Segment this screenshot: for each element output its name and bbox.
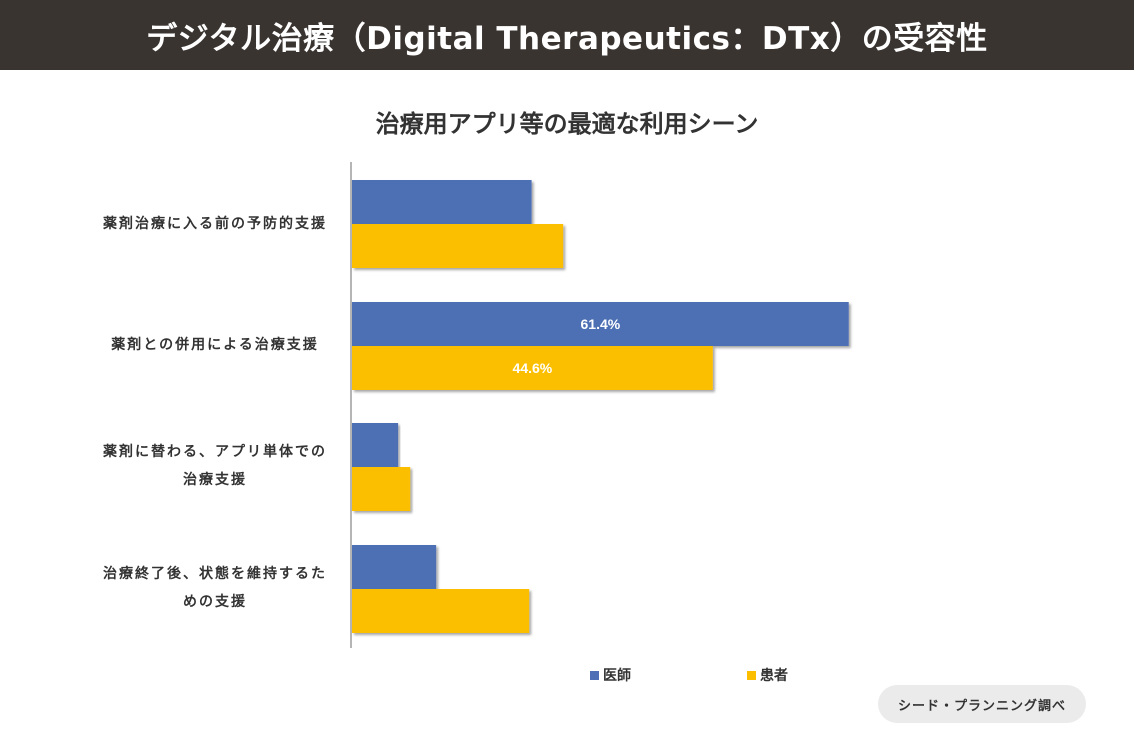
legend-item-doctor: 医師: [590, 665, 631, 685]
legend-swatch-patient: [747, 670, 756, 680]
bar-patient-1: [352, 346, 713, 390]
legend-label-doctor: 医師: [603, 668, 631, 684]
category-label-line: 薬剤治療に入る前の予防的支援: [103, 216, 327, 232]
source-badge: シード・プランニング調べ: [878, 685, 1086, 723]
bar-patient-3: [352, 589, 530, 633]
category-label-line: 治療支援: [183, 472, 247, 488]
legend-label-patient: 患者: [760, 668, 788, 684]
category-label-3: 治療終了後、状態を維持するた めの支援: [65, 560, 365, 616]
legend-swatch-doctor: [590, 670, 599, 680]
bar-patient-0: [352, 224, 564, 268]
category-label-0: 薬剤治療に入る前の予防的支援: [65, 210, 365, 238]
legend-item-patient: 患者: [747, 665, 788, 685]
bar-doctor-3: [352, 545, 437, 589]
category-label-line: 薬剤に替わる、アプリ単体での: [103, 444, 327, 460]
category-label-line: 薬剤との併用による治療支援: [111, 337, 319, 353]
bar-doctor-0: [352, 180, 532, 224]
page-header: デジタル治療（Digital Therapeutics：DTx）の受容性: [0, 0, 1134, 70]
category-label-2: 薬剤に替わる、アプリ単体での 治療支援: [65, 438, 365, 494]
data-label-patient-1: 44.6%: [513, 360, 553, 376]
chart-title: 治療用アプリ等の最適な利用シーン: [375, 110, 759, 138]
bar-doctor-1: [352, 302, 849, 346]
page-title: デジタル治療（Digital Therapeutics：DTx）の受容性: [146, 20, 988, 57]
category-label-1: 薬剤との併用による治療支援: [65, 331, 365, 359]
data-label-doctor-1: 61.4%: [581, 316, 621, 332]
category-label-line: 治療終了後、状態を維持するた: [103, 566, 327, 582]
category-label-line: めの支援: [183, 594, 247, 610]
bar-doctor-2: [352, 423, 399, 467]
bar-patient-2: [352, 467, 411, 511]
